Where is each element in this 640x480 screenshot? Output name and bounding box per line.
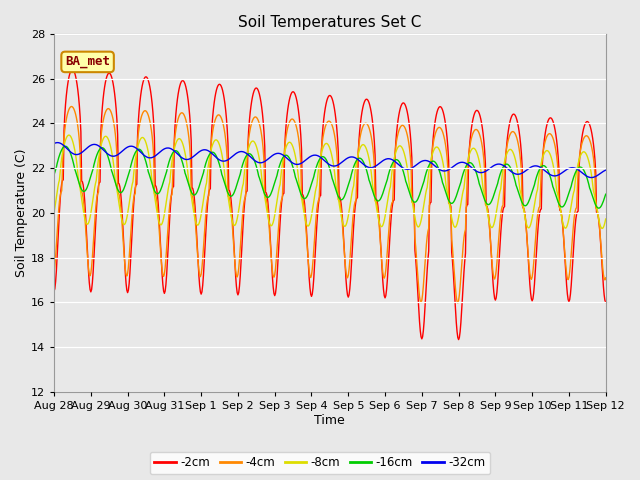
X-axis label: Time: Time: [314, 414, 345, 427]
Y-axis label: Soil Temperature (C): Soil Temperature (C): [15, 149, 28, 277]
Title: Soil Temperatures Set C: Soil Temperatures Set C: [238, 15, 422, 30]
Text: BA_met: BA_met: [65, 55, 110, 69]
Legend: -2cm, -4cm, -8cm, -16cm, -32cm: -2cm, -4cm, -8cm, -16cm, -32cm: [150, 452, 490, 474]
